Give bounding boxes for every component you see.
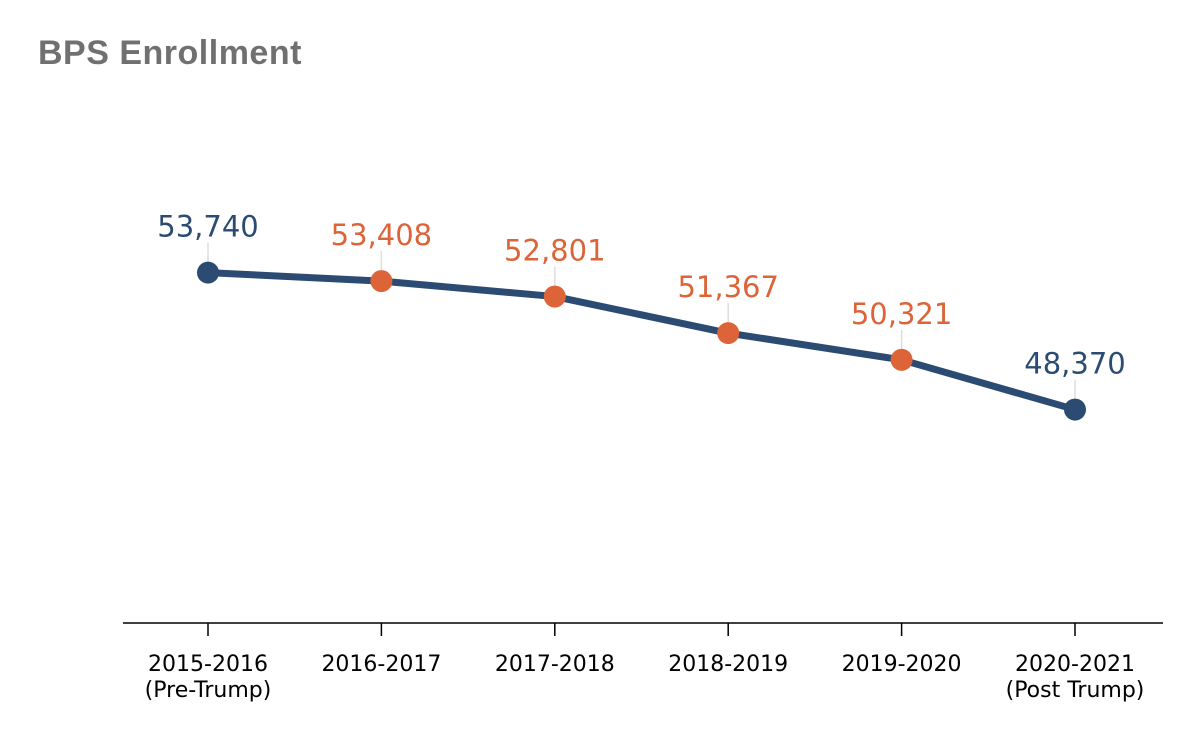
data-label: 48,370 xyxy=(1024,347,1125,381)
x-tick-label: 2019-2020 xyxy=(842,652,962,677)
data-label: 53,740 xyxy=(157,210,258,244)
data-point xyxy=(1064,398,1086,421)
data-point xyxy=(717,322,740,345)
x-tick-label: (Pre-Trump) xyxy=(145,678,272,703)
chart-title: BPS Enrollment xyxy=(38,34,302,72)
x-tick-label: 2020-2021 xyxy=(1015,652,1135,677)
x-tick-label: 2015-2016 xyxy=(148,652,268,677)
data-point xyxy=(890,348,913,371)
data-label: 52,801 xyxy=(504,234,605,268)
series-line xyxy=(207,269,1076,413)
x-tick-label: 2017-2018 xyxy=(495,652,615,677)
data-point xyxy=(543,285,566,308)
x-tick-label: (Post Trump) xyxy=(1006,678,1145,703)
data-point xyxy=(197,261,219,284)
x-tick-label: 2018-2019 xyxy=(668,652,788,677)
data-point xyxy=(370,270,393,293)
data-label: 53,408 xyxy=(331,218,432,252)
x-tick-label: 2016-2017 xyxy=(321,652,441,677)
data-label: 51,367 xyxy=(677,270,778,304)
data-label: 50,321 xyxy=(851,297,952,331)
